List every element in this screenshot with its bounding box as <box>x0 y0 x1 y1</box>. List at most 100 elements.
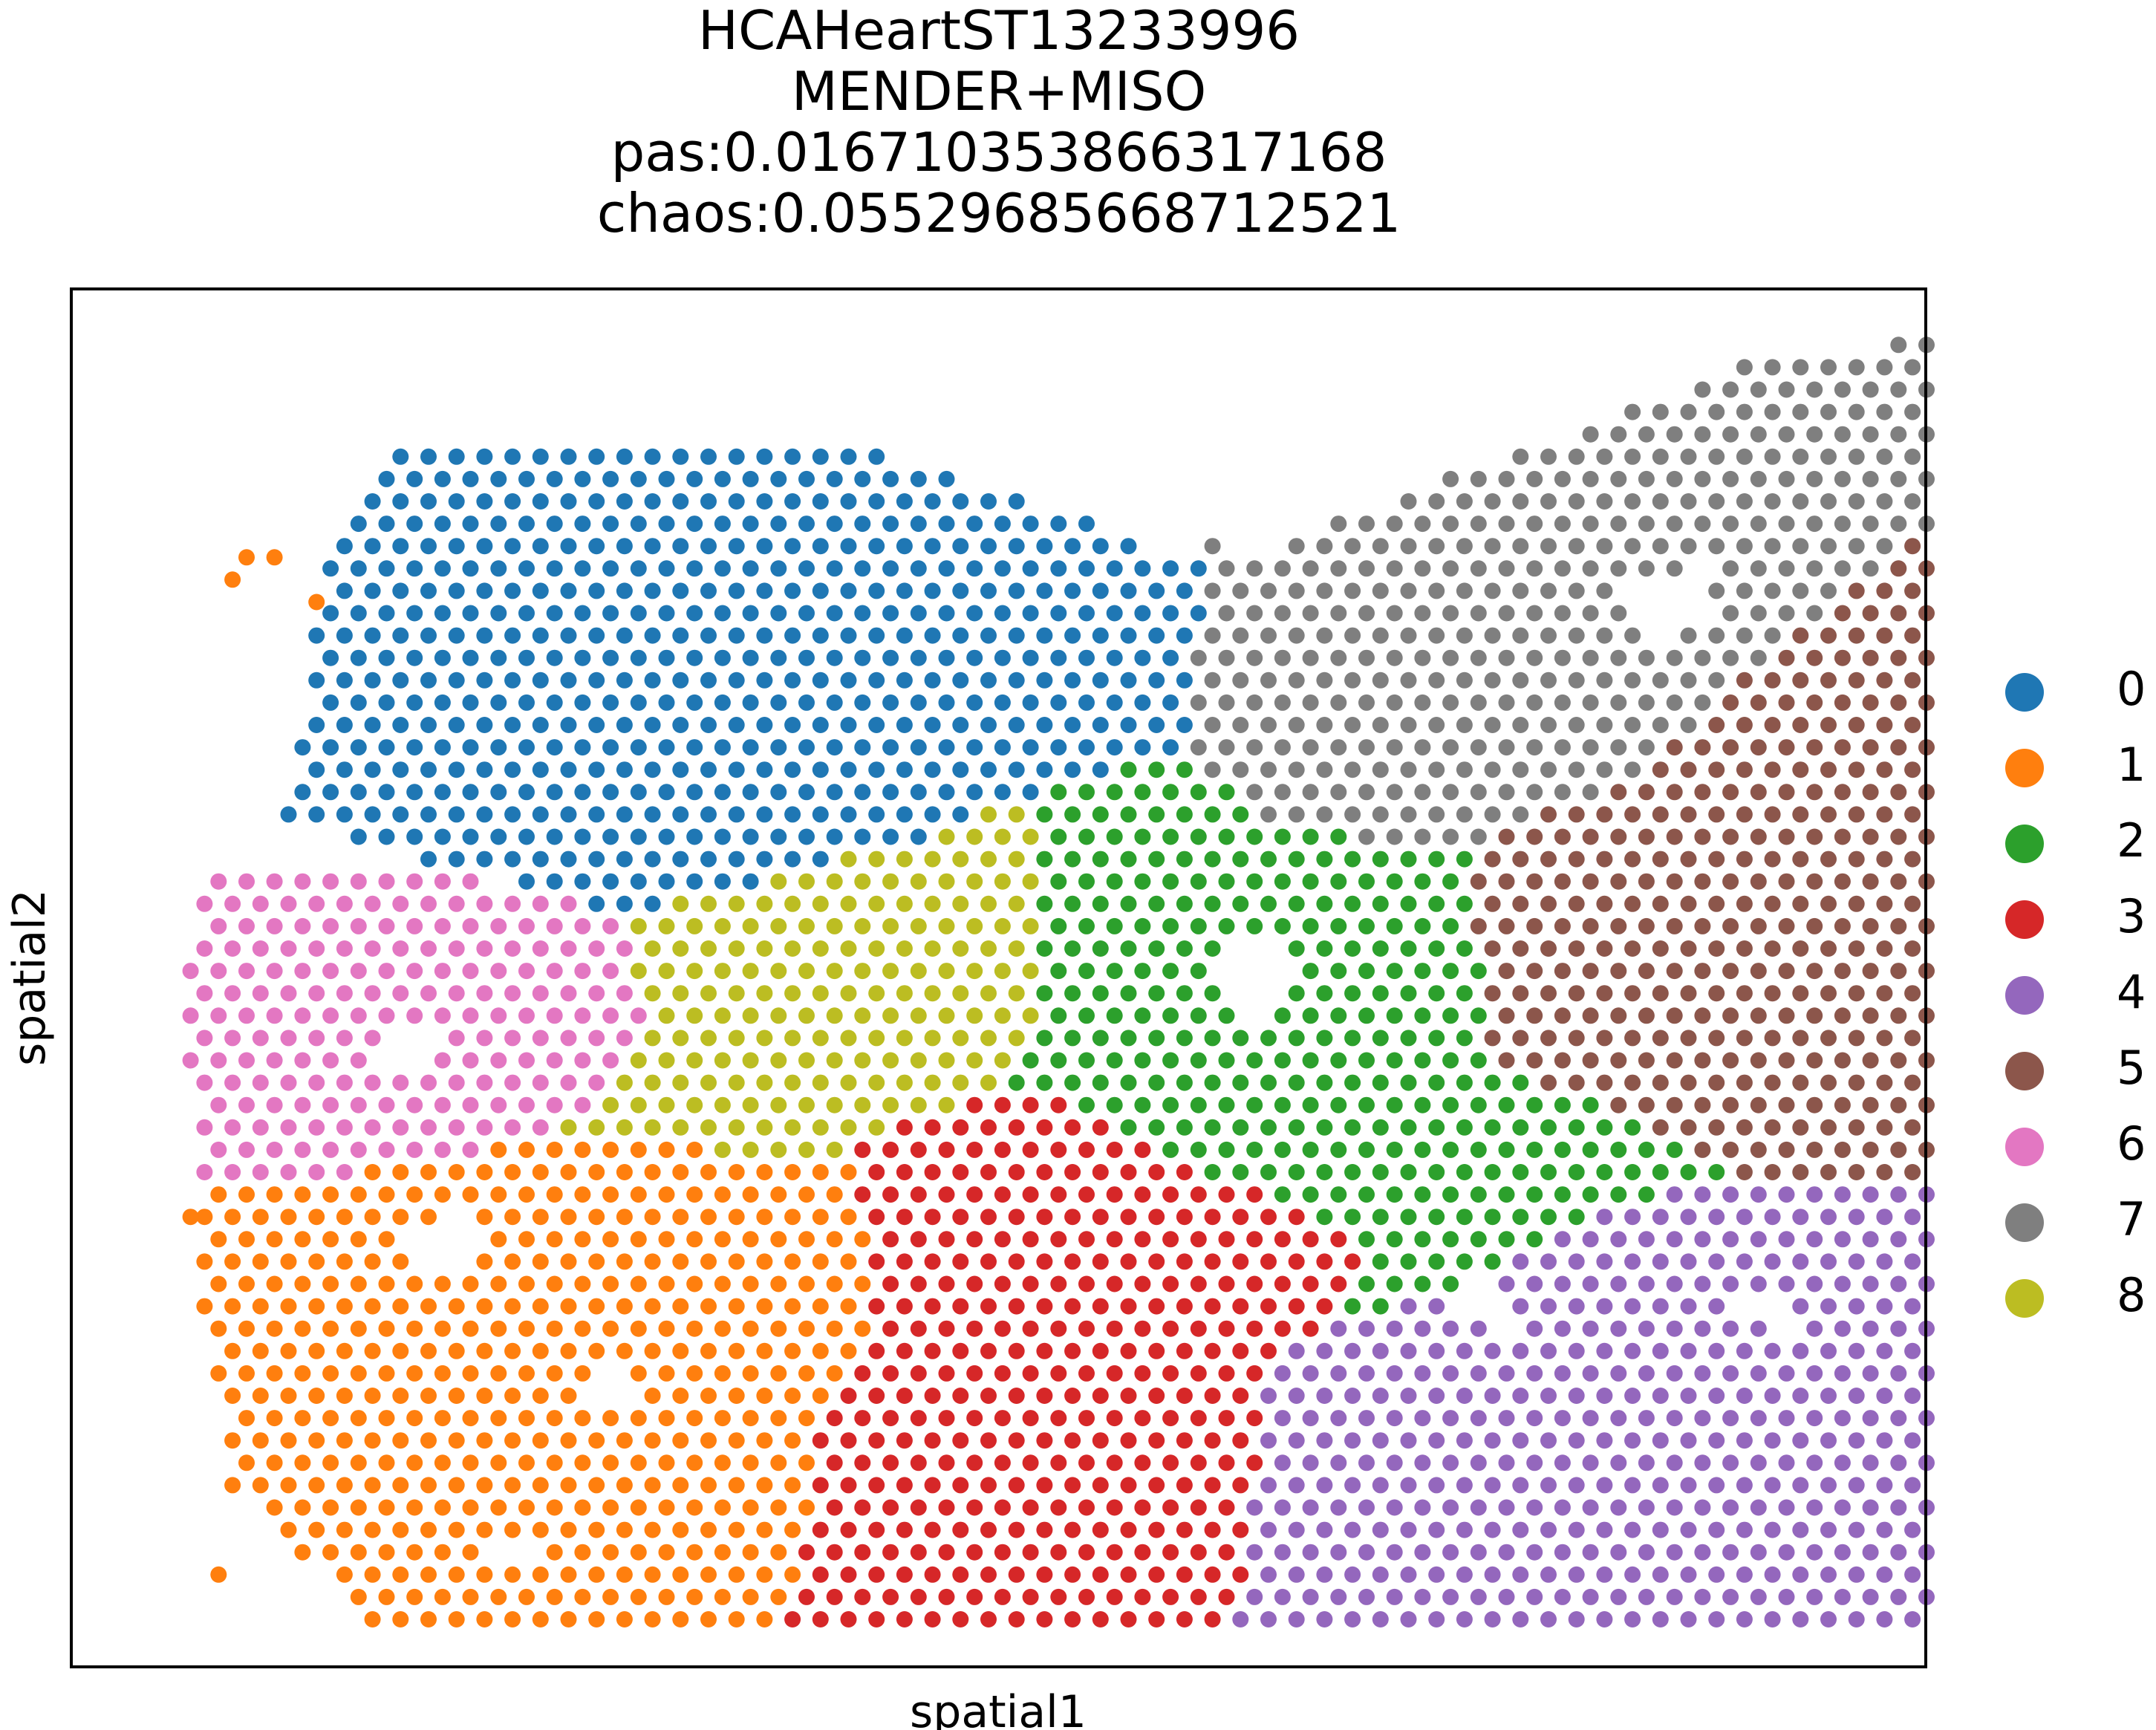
spot-cluster-5 <box>1806 694 1823 711</box>
spot-cluster-0 <box>490 694 507 711</box>
spot-cluster-2 <box>1148 940 1165 957</box>
spot-cluster-4 <box>1624 1342 1641 1359</box>
spot-cluster-1 <box>392 1253 409 1270</box>
spot-cluster-1 <box>420 1164 437 1180</box>
spot-cluster-5 <box>1750 784 1767 801</box>
spot-cluster-0 <box>1064 627 1081 644</box>
spot-cluster-5 <box>1848 671 1865 689</box>
spot-cluster-0 <box>756 448 773 465</box>
spot-cluster-0 <box>434 516 451 533</box>
spot-cluster-5 <box>1890 917 1907 934</box>
spot-cluster-0 <box>532 538 549 555</box>
spot-cluster-3 <box>1148 1477 1165 1494</box>
spot-cluster-5 <box>1708 851 1725 868</box>
spot-cluster-5 <box>1708 761 1725 778</box>
spot-cluster-2 <box>1358 963 1375 980</box>
spot-cluster-2 <box>1078 828 1095 845</box>
spot-cluster-0 <box>616 761 633 778</box>
spot-cluster-6 <box>350 1007 367 1024</box>
spot-cluster-6 <box>196 985 213 1002</box>
spot-cluster-1 <box>588 1253 605 1270</box>
spot-cluster-0 <box>700 806 717 823</box>
spot-cluster-2 <box>1512 1074 1529 1091</box>
spot-cluster-6 <box>630 1007 647 1024</box>
spot-cluster-2 <box>1484 1074 1501 1091</box>
spot-cluster-1 <box>238 1365 255 1382</box>
spot-cluster-7 <box>1708 448 1725 465</box>
spot-cluster-4 <box>1834 1499 1851 1516</box>
spot-cluster-3 <box>1008 1164 1025 1180</box>
spot-cluster-7 <box>1274 694 1291 711</box>
spot-cluster-0 <box>910 784 927 801</box>
spot-cluster-5 <box>1708 1030 1725 1047</box>
spot-cluster-0 <box>686 739 703 756</box>
spot-cluster-0 <box>518 649 535 666</box>
spot-cluster-5 <box>1750 917 1767 934</box>
spot-cluster-5 <box>1568 1030 1585 1047</box>
spot-cluster-0 <box>1148 627 1165 644</box>
spot-cluster-0 <box>490 470 507 487</box>
spot-cluster-4 <box>1484 1432 1501 1449</box>
spot-cluster-5 <box>1722 739 1739 756</box>
spot-cluster-3 <box>1008 1566 1025 1583</box>
spot-cluster-3 <box>1078 1275 1095 1292</box>
spot-cluster-4 <box>1694 1275 1711 1292</box>
spot-cluster-8 <box>868 851 885 868</box>
spot-cluster-1 <box>490 1588 507 1605</box>
spot-cluster-3 <box>854 1588 871 1605</box>
spot-cluster-7 <box>1274 649 1291 666</box>
spot-cluster-1 <box>630 1410 647 1427</box>
spot-cluster-8 <box>714 1007 731 1024</box>
spot-cluster-2 <box>1540 1164 1557 1180</box>
spot-cluster-7 <box>1750 381 1767 398</box>
spot-cluster-0 <box>910 605 927 622</box>
spot-cluster-4 <box>1386 1320 1403 1337</box>
spot-cluster-7 <box>1582 649 1599 666</box>
spot-cluster-1 <box>588 1477 605 1494</box>
spot-cluster-3 <box>1092 1164 1109 1180</box>
spot-cluster-3 <box>1246 1186 1263 1203</box>
spot-cluster-0 <box>546 828 563 845</box>
spot-cluster-1 <box>210 1186 227 1203</box>
spot-cluster-0 <box>854 560 871 577</box>
spot-cluster-7 <box>1232 671 1249 689</box>
spot-cluster-2 <box>1134 828 1151 845</box>
spot-cluster-4 <box>1708 1566 1725 1583</box>
spot-cluster-1 <box>294 1365 311 1382</box>
spot-cluster-6 <box>350 1096 367 1113</box>
spot-cluster-7 <box>1652 671 1669 689</box>
spot-cluster-0 <box>560 582 577 599</box>
spot-cluster-8 <box>714 1141 731 1158</box>
spot-cluster-0 <box>924 627 941 644</box>
spot-cluster-0 <box>406 560 423 577</box>
spot-cluster-6 <box>546 1052 563 1069</box>
spot-cluster-2 <box>1148 761 1165 778</box>
spot-cluster-8 <box>672 940 689 957</box>
spot-cluster-2 <box>1162 784 1179 801</box>
spot-cluster-5 <box>1666 963 1683 980</box>
spot-cluster-4 <box>1708 1521 1725 1538</box>
spot-cluster-1 <box>532 1432 549 1449</box>
spot-cluster-5 <box>1778 873 1795 890</box>
spot-cluster-0 <box>406 516 423 533</box>
spot-cluster-0 <box>1050 739 1067 756</box>
spot-cluster-1 <box>420 1521 437 1538</box>
spot-cluster-7 <box>1722 649 1739 666</box>
spot-cluster-1 <box>756 1477 773 1494</box>
spot-cluster-4 <box>1596 1388 1613 1404</box>
spot-cluster-7 <box>1484 671 1501 689</box>
spot-cluster-3 <box>1022 1231 1039 1248</box>
spot-cluster-0 <box>742 784 759 801</box>
spot-cluster-3 <box>1162 1365 1179 1382</box>
spot-cluster-1 <box>308 1432 325 1449</box>
spot-cluster-1 <box>476 1566 493 1583</box>
spot-cluster-2 <box>1372 1253 1389 1270</box>
spot-cluster-3 <box>1050 1096 1067 1113</box>
spot-cluster-4 <box>1512 1432 1529 1449</box>
spot-cluster-2 <box>1106 963 1123 980</box>
spot-cluster-2 <box>1442 1007 1459 1024</box>
spot-cluster-3 <box>1022 1410 1039 1427</box>
spot-cluster-4 <box>1904 1388 1921 1404</box>
spot-cluster-0 <box>1064 582 1081 599</box>
spot-cluster-1 <box>686 1544 703 1561</box>
